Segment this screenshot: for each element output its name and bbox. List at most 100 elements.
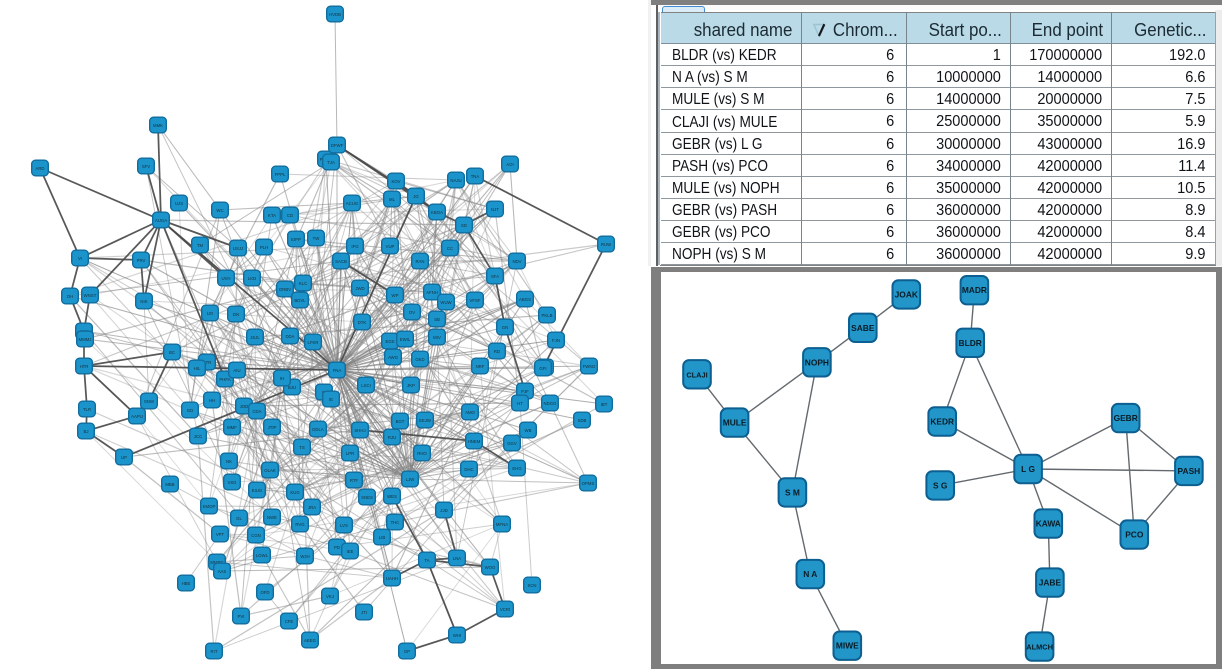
svg-text:SNW: SNW <box>144 399 155 404</box>
svg-text:JOD: JOD <box>240 404 249 409</box>
svg-text:DDA: DDA <box>285 334 294 339</box>
svg-text:VCRI: VCRI <box>500 607 510 612</box>
svg-text:AAS: AAS <box>218 569 227 574</box>
svg-text:VFSF: VFSF <box>470 298 481 303</box>
svg-text:GEBR: GEBR <box>1114 413 1138 423</box>
svg-text:RVG: RVG <box>295 522 305 527</box>
svg-text:WHI: WHI <box>453 633 461 638</box>
svg-text:SABE: SABE <box>851 322 875 332</box>
svg-text:CLAJI: CLAJI <box>686 370 707 379</box>
svg-text:TW: TW <box>313 236 321 241</box>
svg-text:GGV: GGV <box>507 441 517 446</box>
svg-text:KTA: KTA <box>268 213 276 218</box>
svg-text:CD: CD <box>287 213 293 218</box>
svg-text:DN: DN <box>233 312 239 317</box>
svg-text:N A: N A <box>803 569 817 579</box>
svg-text:S G: S G <box>933 480 947 490</box>
svg-text:LGWL: LGWL <box>256 553 269 558</box>
svg-text:NWE: NWE <box>267 515 277 520</box>
svg-text:TS: TS <box>299 445 305 450</box>
svg-text:JCC: JCC <box>194 434 202 439</box>
svg-text:PJF: PJF <box>521 389 529 394</box>
svg-text:OFD: OFD <box>260 590 269 595</box>
svg-text:TLR: TLR <box>83 407 91 412</box>
svg-text:CC: CC <box>447 246 453 251</box>
svg-text:NDGG: NDGG <box>544 401 558 406</box>
svg-text:AEEG: AEEG <box>304 638 317 643</box>
svg-text:SDB: SDB <box>578 418 587 423</box>
svg-text:NK: NK <box>226 459 232 464</box>
svg-text:LPR: LPR <box>346 451 354 456</box>
svg-text:LJW: LJW <box>406 477 416 482</box>
svg-text:NDV: NDV <box>512 259 521 264</box>
svg-text:EWIL: EWIL <box>400 337 411 342</box>
svg-text:PLH: PLH <box>260 245 268 250</box>
svg-text:BJU: BJU <box>288 385 296 390</box>
svg-text:IEE: IEE <box>347 549 354 554</box>
svg-text:OP: OP <box>404 649 410 654</box>
svg-text:ARD: ARD <box>35 166 44 171</box>
svg-text:ORBV: ORBV <box>279 287 291 292</box>
svg-text:HH: HH <box>209 398 215 403</box>
svg-text:KOV: KOV <box>391 179 400 184</box>
svg-text:VSG: VSG <box>227 480 237 485</box>
svg-text:MADR: MADR <box>962 285 987 295</box>
svg-text:MIV: MIV <box>433 335 441 340</box>
svg-text:JKP: JKP <box>407 383 415 388</box>
svg-text:AMO: AMO <box>465 410 475 415</box>
svg-text:LSCI: LSCI <box>361 383 371 388</box>
svg-text:TM: TM <box>197 243 204 248</box>
svg-text:RJU: RJU <box>388 435 396 440</box>
svg-text:NOPH: NOPH <box>805 357 829 367</box>
svg-text:MMPC: MMPC <box>210 560 223 565</box>
svg-text:RD: RD <box>494 349 500 354</box>
svg-text:JTIP: JTIP <box>268 425 277 430</box>
svg-text:IBT: IBT <box>601 402 608 407</box>
svg-text:BDVL: BDVL <box>294 298 306 303</box>
svg-text:TA: TA <box>424 558 429 563</box>
svg-text:PKLB: PKLB <box>542 313 553 318</box>
svg-text:EEJW: EEJW <box>419 418 432 423</box>
svg-text:VPT: VPT <box>216 532 225 537</box>
svg-text:AUGA: AUGA <box>155 218 167 223</box>
svg-text:AWG: AWG <box>388 355 399 360</box>
svg-text:NJT: NJT <box>491 207 499 212</box>
svg-text:GKD: GKD <box>415 357 424 362</box>
svg-text:BGT: BGT <box>396 419 405 424</box>
svg-text:IFG: IFG <box>351 244 359 249</box>
svg-text:EGS: EGS <box>385 339 394 344</box>
svg-text:OV: OV <box>409 310 415 315</box>
svg-text:L G: L G <box>1021 463 1035 473</box>
svg-text:KEDR: KEDR <box>930 416 954 426</box>
svg-text:KLC: KLC <box>299 281 307 286</box>
svg-text:PRV: PRV <box>137 258 146 263</box>
svg-text:FJN: FJN <box>552 338 560 343</box>
svg-text:WOO: WOO <box>485 565 496 570</box>
svg-text:SFV: SFV <box>142 164 150 169</box>
svg-text:SHHJ: SHHJ <box>354 428 365 433</box>
svg-text:JRA: JRA <box>308 505 316 510</box>
svg-text:MULE: MULE <box>723 417 747 427</box>
svg-text:BC: BC <box>169 350 175 355</box>
svg-text:NRF: NRF <box>476 364 485 369</box>
svg-text:HT: HT <box>517 401 523 406</box>
svg-text:WB: WB <box>525 428 532 433</box>
svg-text:VI: VI <box>78 256 82 261</box>
svg-text:PHFA: PHFA <box>219 377 230 382</box>
svg-text:EIPP: EIPP <box>291 237 301 242</box>
svg-text:MMMJ: MMMJ <box>79 337 92 342</box>
svg-text:CDA: CDA <box>252 409 261 414</box>
svg-text:RUW: RUW <box>601 242 612 247</box>
svg-text:NIK: NIK <box>140 299 147 304</box>
svg-text:EHG: EHG <box>512 466 522 471</box>
svg-text:MBB: MBB <box>165 482 174 487</box>
svg-text:PCO: PCO <box>1125 529 1144 539</box>
svg-text:AIU: AIU <box>233 368 240 373</box>
svg-text:JWD: JWD <box>355 286 364 291</box>
svg-text:LFKR: LFKR <box>308 340 319 345</box>
svg-text:AAPU: AAPU <box>131 414 143 419</box>
svg-text:TNA: TNA <box>471 174 480 179</box>
svg-text:MIWE: MIWE <box>836 640 859 650</box>
svg-text:ACUG: ACUG <box>346 201 359 206</box>
svg-text:PASH: PASH <box>1178 465 1201 475</box>
